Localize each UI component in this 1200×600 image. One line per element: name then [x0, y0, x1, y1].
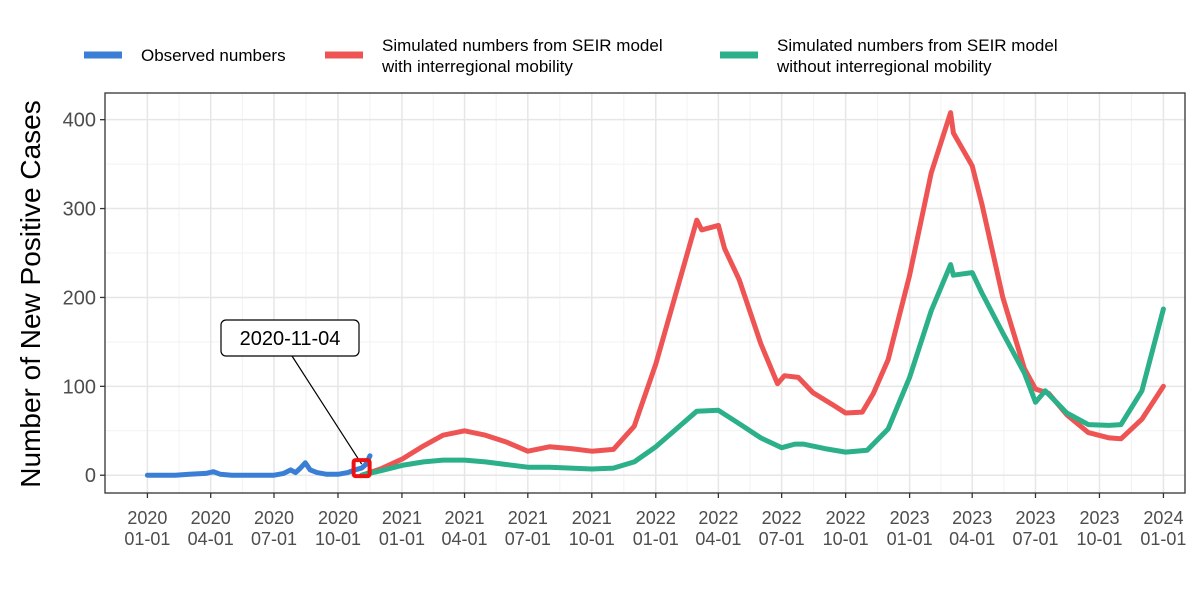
plot-border [104, 92, 1186, 494]
legend-label-2: Simulated numbers from SEIR model without… [776, 36, 1058, 76]
series-lines [144, 110, 1166, 478]
x-tick-label: 2022 01-01 [633, 508, 679, 549]
series-line-1 [359, 110, 1166, 478]
legend: Observed numbers Simulated numbers from S… [84, 36, 1058, 76]
legend-label-0: Observed numbers [141, 46, 286, 65]
y-tick-label: 100 [63, 376, 96, 398]
series-line-2 [359, 262, 1166, 478]
x-tick-label: 2022 07-01 [759, 508, 805, 549]
x-tick-label: 2021 01-01 [379, 508, 425, 549]
x-tick-label: 2023 04-01 [949, 508, 995, 549]
plot-background [105, 93, 1185, 493]
y-tick-label: 0 [85, 465, 96, 487]
annotation-box [220, 319, 360, 357]
x-tick-label: 2023 10-01 [1076, 508, 1122, 549]
legend-label-1: Simulated numbers from SEIR model with in… [381, 36, 663, 76]
x-tick-label: 2023 01-01 [887, 508, 933, 549]
x-tick-label: 2020 10-01 [315, 508, 361, 549]
annotation-label: 2020-11-04 [240, 328, 341, 350]
y-tick-label: 400 [63, 110, 96, 132]
x-tick-label: 2022 10-01 [823, 508, 869, 549]
x-axis: 2020 01-01 2020 04-01 2020 07-01 2020 10-01 2021… [124, 493, 1186, 549]
y-tick-label: 300 [63, 199, 96, 221]
y-tick-label: 200 [63, 287, 96, 309]
x-tick-label: 2021 07-01 [505, 508, 551, 549]
annotation-marker [351, 458, 372, 479]
y-axis: 0 100 200 300 400 [63, 110, 105, 487]
x-tick-label: 2020 04-01 [188, 508, 234, 549]
x-tick-label: 2024 01-01 [1140, 508, 1186, 549]
y-axis-title: Number of New Positive Cases [15, 100, 46, 487]
x-tick-label: 2022 04-01 [695, 508, 741, 549]
plot-area: 2020-11-04 [104, 92, 1186, 494]
x-tick-label: 2021 10-01 [569, 508, 615, 549]
annotation: 2020-11-04 [220, 319, 372, 479]
x-tick-label: 2021 04-01 [442, 508, 488, 549]
x-tick-label: 2020 01-01 [124, 508, 170, 549]
annotation-leader-line [291, 355, 363, 465]
x-tick-label: 2020 07-01 [251, 508, 297, 549]
series-line-0 [144, 453, 373, 478]
x-tick-label: 2023 07-01 [1012, 508, 1058, 549]
